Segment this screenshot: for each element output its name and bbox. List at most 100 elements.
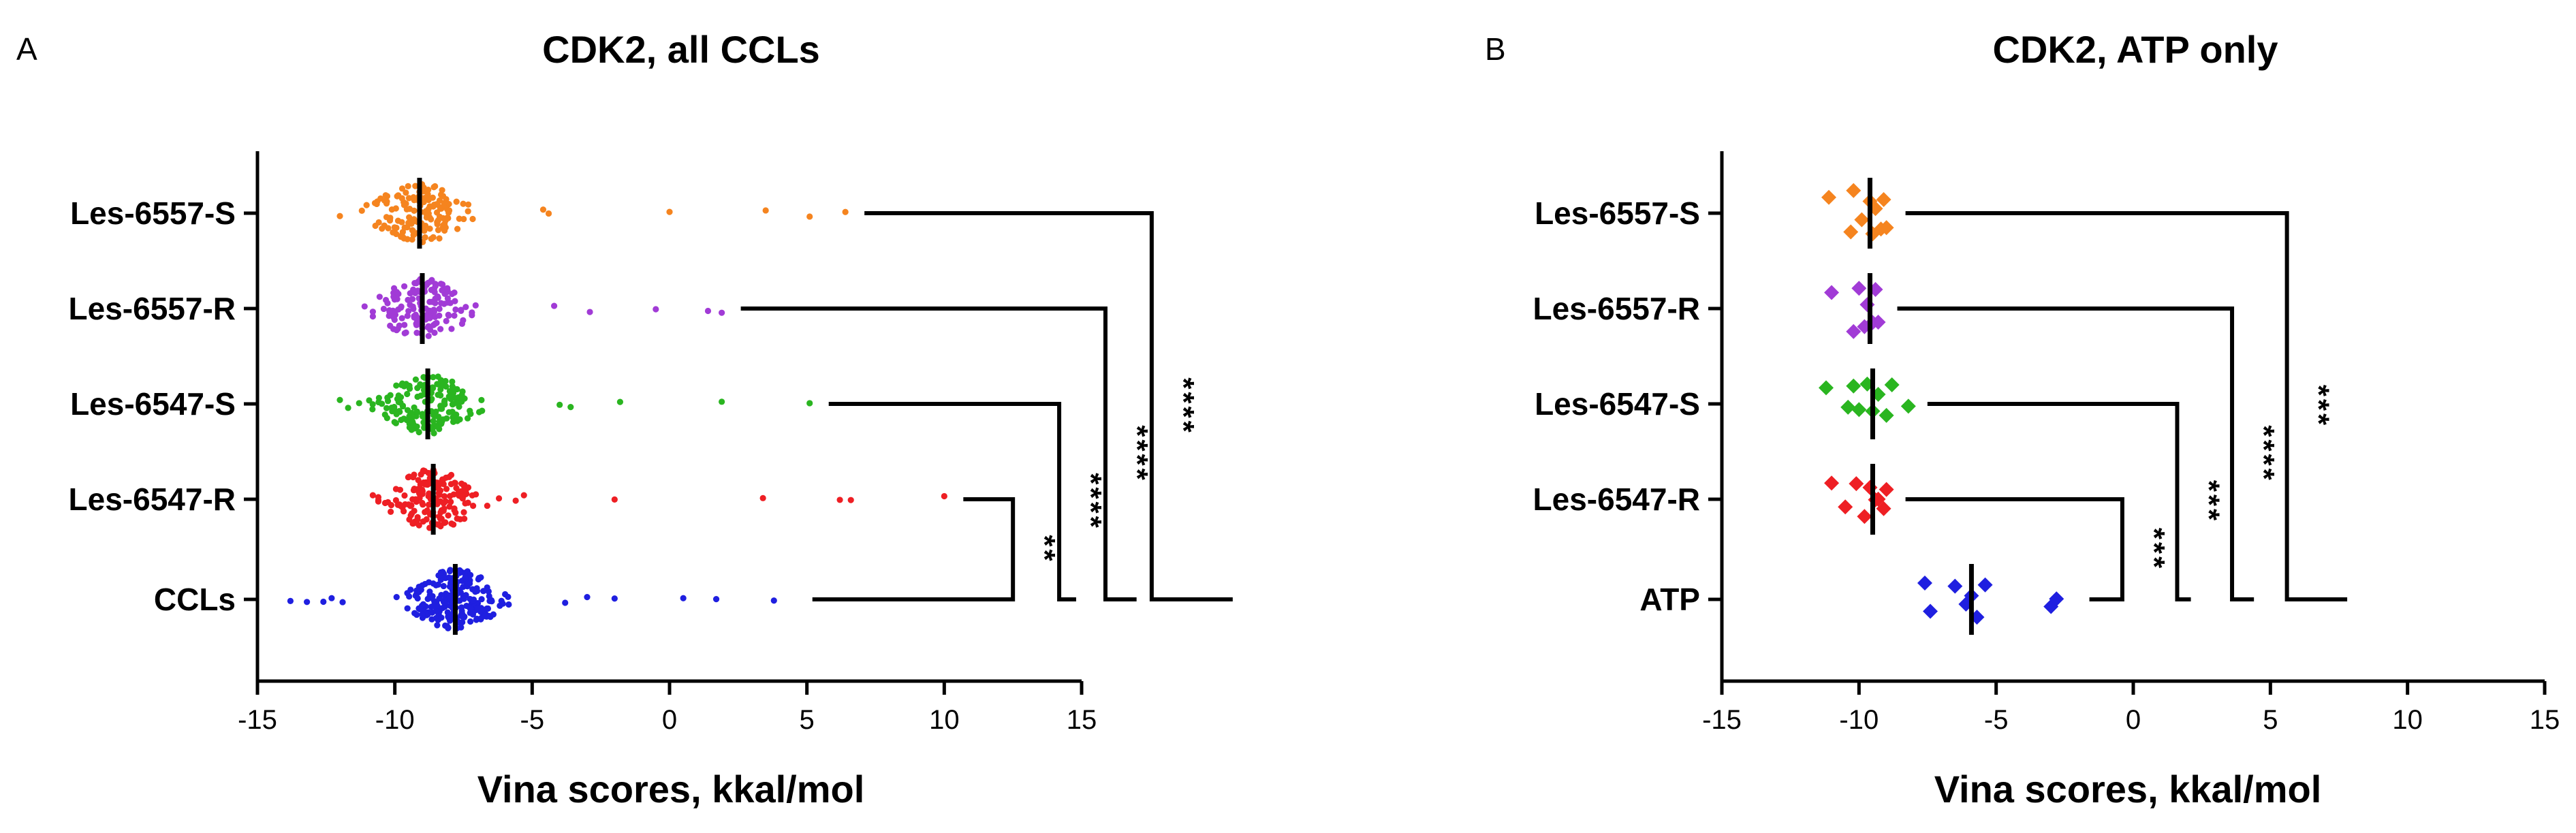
panel-b-plot: -15 -10 -5 0 5 10 15 Les-6557-S Les-6557-R Les-65… — [1533, 151, 2560, 735]
data-point — [430, 430, 437, 437]
data-point — [473, 491, 480, 498]
data-point — [440, 500, 447, 507]
data-point — [424, 595, 431, 603]
data-point — [1870, 315, 1886, 330]
data-point — [426, 225, 433, 232]
data-point — [376, 294, 383, 300]
data-point — [363, 202, 370, 208]
data-point — [405, 219, 412, 226]
category-label: Les-6547-S — [70, 386, 236, 422]
data-point — [447, 567, 454, 573]
data-point — [441, 227, 448, 234]
data-point — [422, 509, 428, 516]
significance-bracket — [1905, 497, 2124, 601]
data-point — [440, 582, 447, 590]
data-point — [448, 520, 455, 527]
data-point — [452, 298, 458, 304]
data-point — [1879, 482, 1894, 497]
data-point — [435, 392, 441, 398]
data-point — [616, 398, 624, 405]
data-point — [1857, 509, 1872, 524]
data-point — [407, 290, 413, 297]
data-point — [419, 488, 426, 494]
data-point — [469, 502, 477, 509]
data-point — [1846, 183, 1862, 198]
data-point — [383, 405, 390, 411]
data-point — [413, 408, 420, 415]
data-point — [424, 481, 431, 488]
data-point — [472, 302, 479, 309]
data-point — [451, 312, 458, 319]
data-point — [441, 599, 448, 606]
data-point — [584, 594, 591, 601]
data-point — [410, 421, 417, 428]
significance-bracket — [864, 211, 1233, 601]
data-point — [1846, 378, 1862, 394]
data-point — [1851, 402, 1867, 418]
data-point — [462, 304, 469, 311]
data-point — [567, 404, 574, 411]
data-point — [551, 302, 558, 309]
significance-label: ** — [1028, 535, 1061, 563]
data-point — [1876, 501, 1891, 516]
data-point — [1838, 499, 1853, 515]
data-point — [770, 597, 777, 604]
data-point — [448, 326, 455, 332]
data-point — [381, 198, 388, 204]
data-point — [446, 503, 453, 510]
data-point — [456, 567, 463, 574]
data-point — [467, 605, 475, 612]
category-label: Les-6557-S — [70, 195, 236, 231]
data-point — [375, 498, 382, 505]
data-point — [453, 198, 460, 205]
data-point — [401, 492, 408, 499]
data-point — [433, 608, 440, 614]
category-label: Les-6547-R — [1533, 482, 1700, 517]
data-point — [666, 208, 673, 215]
data-point — [336, 213, 343, 219]
data-point — [499, 600, 506, 607]
category-label: Les-6557-S — [1535, 195, 1700, 231]
data-point — [437, 281, 444, 287]
data-point — [411, 216, 418, 223]
data-point — [391, 296, 398, 303]
significance-bracket — [1897, 307, 2255, 601]
data-point — [381, 411, 388, 418]
data-point — [611, 595, 618, 602]
data-point — [409, 303, 416, 310]
data-point — [438, 418, 445, 426]
data-point — [435, 227, 442, 234]
data-point — [411, 471, 418, 478]
data-point — [505, 593, 512, 600]
data-point — [392, 486, 400, 492]
data-point — [556, 401, 563, 408]
data-point — [562, 599, 569, 606]
data-point — [478, 396, 485, 403]
data-point — [393, 224, 400, 232]
data-point — [414, 393, 421, 400]
data-point — [445, 512, 452, 519]
data-point — [449, 378, 456, 385]
data-point — [1843, 224, 1859, 240]
data-point — [452, 480, 458, 486]
data-point — [467, 571, 474, 578]
data-point — [417, 481, 424, 488]
data-point — [512, 497, 519, 504]
data-point — [437, 487, 444, 494]
data-point — [361, 303, 368, 310]
data-point — [420, 374, 427, 381]
panel-a-x-axis-title: Vina scores, kkal/mol — [477, 768, 865, 811]
data-point — [435, 480, 441, 486]
data-point — [719, 398, 725, 405]
data-point — [434, 622, 441, 629]
data-point — [413, 280, 420, 287]
data-point — [460, 215, 467, 223]
x-tick-label: 5 — [2263, 705, 2278, 735]
data-point — [480, 588, 487, 595]
significance-bracket — [828, 402, 1076, 601]
data-point — [479, 606, 486, 613]
data-point — [545, 210, 552, 217]
significance-label: *** — [2192, 480, 2225, 523]
data-point — [413, 320, 420, 327]
